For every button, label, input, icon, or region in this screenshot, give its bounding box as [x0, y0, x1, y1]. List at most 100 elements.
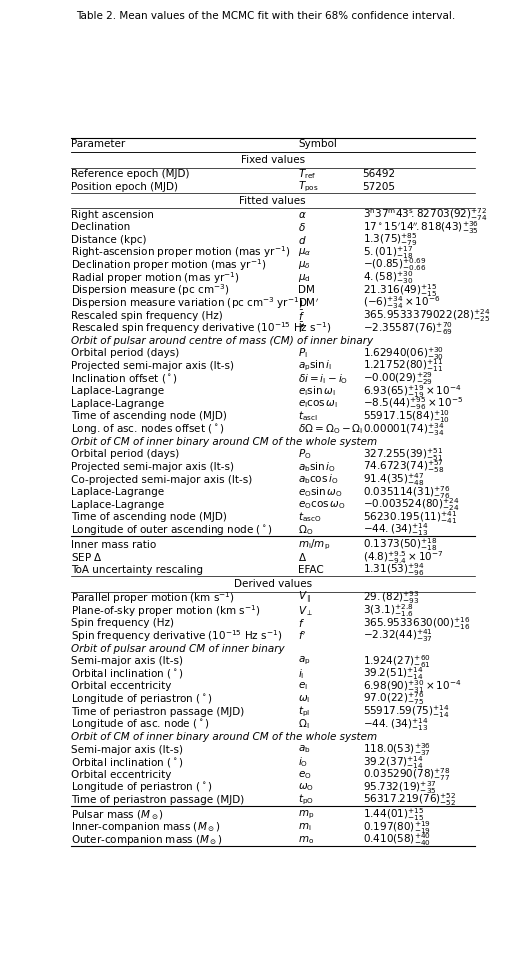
Text: $0.1373(50)^{+18}_{-18}$: $0.1373(50)^{+18}_{-18}$ [362, 537, 437, 553]
Text: $1.21752(80)^{+11}_{-11}$: $1.21752(80)^{+11}_{-11}$ [362, 357, 443, 374]
Text: $5.(01)^{+17}_{-18}$: $5.(01)^{+17}_{-18}$ [362, 244, 413, 261]
Text: Rescaled spin frequency (Hz): Rescaled spin frequency (Hz) [71, 310, 222, 321]
Text: $3^{\rm h}37^{\rm m}43^{\rm s}\!.82703(92)^{+72}_{-74}$: $3^{\rm h}37^{\rm m}43^{\rm s}\!.82703(9… [362, 206, 487, 223]
Text: Dispersion measure (pc cm$^{-3}$): Dispersion measure (pc cm$^{-3}$) [71, 283, 229, 298]
Text: Projected semi-major axis (lt-s): Projected semi-major axis (lt-s) [71, 361, 234, 371]
Text: $\delta i = i_{\rm I} - i_{\rm O}$: $\delta i = i_{\rm I} - i_{\rm O}$ [298, 371, 348, 386]
Text: $0.035114(31)^{+76}_{-76}$: $0.035114(31)^{+76}_{-76}$ [362, 484, 450, 500]
Text: $29.(82)^{+93}_{-93}$: $29.(82)^{+93}_{-93}$ [362, 589, 419, 606]
Text: $\mu_\alpha$: $\mu_\alpha$ [298, 246, 312, 259]
Text: Symbol: Symbol [298, 139, 337, 149]
Text: Orbit of CM of inner binary around CM of the whole system: Orbit of CM of inner binary around CM of… [71, 732, 377, 742]
Text: DM: DM [298, 286, 315, 295]
Text: $39.2(37)^{+14}_{-14}$: $39.2(37)^{+14}_{-14}$ [362, 753, 423, 771]
Text: Pulsar mass ($M_\odot$): Pulsar mass ($M_\odot$) [71, 808, 163, 821]
Text: Right-ascension proper motion (mas yr$^{-1}$): Right-ascension proper motion (mas yr$^{… [71, 244, 290, 261]
Text: $\mu_{\rm d}$: $\mu_{\rm d}$ [298, 271, 311, 284]
Text: $e_{\rm O}\cos\omega_{\rm O}$: $e_{\rm O}\cos\omega_{\rm O}$ [298, 499, 346, 511]
Text: Outer-companion mass ($M_\odot$): Outer-companion mass ($M_\odot$) [71, 833, 222, 847]
Text: $118.0(53)^{+36}_{-37}$: $118.0(53)^{+36}_{-37}$ [362, 741, 430, 758]
Text: Long. of asc. nodes offset ($^\circ$): Long. of asc. nodes offset ($^\circ$) [71, 422, 224, 436]
Text: $P_{\rm O}$: $P_{\rm O}$ [298, 448, 312, 461]
Text: $m_{\rm p}$: $m_{\rm p}$ [298, 809, 314, 821]
Text: $56230.195(11)^{+41}_{-41}$: $56230.195(11)^{+41}_{-41}$ [362, 509, 457, 526]
Text: Orbit of CM of inner binary around CM of the whole system: Orbit of CM of inner binary around CM of… [71, 436, 377, 447]
Text: $t_{\rm ascI}$: $t_{\rm ascI}$ [298, 410, 318, 423]
Text: $d$: $d$ [298, 234, 307, 245]
Text: Time of periastron passage (MJD): Time of periastron passage (MJD) [71, 795, 244, 805]
Text: $a_{\rm b}\sin i_{\rm O}$: $a_{\rm b}\sin i_{\rm O}$ [298, 460, 336, 474]
Text: Plane-of-sky proper motion (km s$^{-1}$): Plane-of-sky proper motion (km s$^{-1}$) [71, 603, 260, 619]
Text: $1.44(01)^{+15}_{-15}$: $1.44(01)^{+15}_{-15}$ [362, 806, 423, 823]
Text: $f$: $f$ [298, 617, 305, 629]
Text: $\mu_\delta$: $\mu_\delta$ [298, 259, 311, 271]
Text: $\Omega_{\rm I}$: $\Omega_{\rm I}$ [298, 717, 310, 732]
Text: Co-projected semi-major axis (lt-s): Co-projected semi-major axis (lt-s) [71, 475, 252, 484]
Text: $-2.32(44)^{+41}_{-37}$: $-2.32(44)^{+41}_{-37}$ [362, 627, 433, 645]
Text: Orbital eccentricity: Orbital eccentricity [71, 682, 171, 691]
Text: $T_{\rm pos}$: $T_{\rm pos}$ [298, 180, 319, 194]
Text: $t_{\rm pI}$: $t_{\rm pI}$ [298, 705, 310, 719]
Text: $t_{\rm pO}$: $t_{\rm pO}$ [298, 793, 314, 807]
Text: $55917.59(75)^{+14}_{-14}$: $55917.59(75)^{+14}_{-14}$ [362, 703, 449, 720]
Text: Declination proper motion (mas yr$^{-1}$): Declination proper motion (mas yr$^{-1}$… [71, 257, 266, 273]
Text: $6.98(90)^{+30}_{-31}\times10^{-4}$: $6.98(90)^{+30}_{-31}\times10^{-4}$ [362, 678, 461, 695]
Text: $i_{\rm I}$: $i_{\rm I}$ [298, 667, 304, 681]
Text: Orbit of pulsar around CM of inner binary: Orbit of pulsar around CM of inner binar… [71, 644, 284, 653]
Text: $55917.15(84)^{+10}_{-10}$: $55917.15(84)^{+10}_{-10}$ [362, 408, 450, 425]
Text: Orbital inclination ($^\circ$): Orbital inclination ($^\circ$) [71, 755, 183, 769]
Text: $1.924(27)^{+60}_{-61}$: $1.924(27)^{+60}_{-61}$ [362, 653, 430, 669]
Text: $e_{\rm I}\sin\omega_{\rm I}$: $e_{\rm I}\sin\omega_{\rm I}$ [298, 384, 336, 398]
Text: Orbital period (days): Orbital period (days) [71, 349, 179, 358]
Text: Orbit of pulsar around centre of mass (CM) of inner binary: Orbit of pulsar around centre of mass (C… [71, 336, 373, 346]
Text: Radial proper motion (mas yr$^{-1}$): Radial proper motion (mas yr$^{-1}$) [71, 269, 239, 286]
Text: Parameter: Parameter [71, 139, 125, 149]
Text: $-44.(34)^{+14}_{-13}$: $-44.(34)^{+14}_{-13}$ [362, 716, 428, 732]
Text: Inner-companion mass ($M_\odot$): Inner-companion mass ($M_\odot$) [71, 820, 220, 835]
Text: $39.2(51)^{+14}_{-14}$: $39.2(51)^{+14}_{-14}$ [362, 666, 423, 682]
Text: $0.410(58)^{+40}_{-40}$: $0.410(58)^{+40}_{-40}$ [362, 832, 430, 848]
Text: $a_{\rm b}$: $a_{\rm b}$ [298, 744, 311, 755]
Text: $1.31(53)^{+94}_{-96}$: $1.31(53)^{+94}_{-96}$ [362, 562, 424, 579]
Text: Orbital eccentricity: Orbital eccentricity [71, 770, 171, 780]
Text: EFAC: EFAC [298, 565, 324, 575]
Text: $f'$: $f'$ [298, 629, 306, 642]
Text: Spin frequency (Hz): Spin frequency (Hz) [71, 618, 173, 628]
Text: $\delta\Omega = \Omega_{\rm O} - \Omega_{\rm I}$: $\delta\Omega = \Omega_{\rm O} - \Omega_… [298, 422, 363, 436]
Text: $-2.35587(76)^{+70}_{-69}$: $-2.35587(76)^{+70}_{-69}$ [362, 320, 452, 336]
Text: Orbital period (days): Orbital period (days) [71, 450, 179, 459]
Text: $3(3.1)^{+2.8}_{-1.6}$: $3(3.1)^{+2.8}_{-1.6}$ [362, 603, 413, 619]
Text: $m_{\rm i}$: $m_{\rm i}$ [298, 821, 312, 834]
Text: $P_{\rm I}$: $P_{\rm I}$ [298, 347, 308, 360]
Text: $-0.00(29)^{+29}_{-29}$: $-0.00(29)^{+29}_{-29}$ [362, 371, 433, 387]
Text: $a_{\rm b}\cos i_{\rm O}$: $a_{\rm b}\cos i_{\rm O}$ [298, 473, 339, 486]
Text: Parallel proper motion (km s$^{-1}$): Parallel proper motion (km s$^{-1}$) [71, 590, 235, 606]
Text: $i_{\rm O}$: $i_{\rm O}$ [298, 755, 309, 769]
Text: Declination: Declination [71, 223, 130, 232]
Text: DM$'$: DM$'$ [298, 297, 319, 309]
Text: Longitude of outer ascending node ($^\circ$): Longitude of outer ascending node ($^\ci… [71, 523, 272, 537]
Text: $(-6)^{+34}_{-34}\times10^{-6}$: $(-6)^{+34}_{-34}\times10^{-6}$ [362, 294, 440, 311]
Text: Semi-major axis (lt-s): Semi-major axis (lt-s) [71, 656, 182, 667]
Text: Longitude of periastron ($^\circ$): Longitude of periastron ($^\circ$) [71, 780, 212, 795]
Text: Semi-major axis (lt-s): Semi-major axis (lt-s) [71, 745, 182, 754]
Text: Laplace-Lagrange: Laplace-Lagrange [71, 386, 164, 396]
Text: $V_\parallel$: $V_\parallel$ [298, 590, 311, 606]
Text: Longitude of periastron ($^\circ$): Longitude of periastron ($^\circ$) [71, 692, 212, 706]
Text: $-(0.85)^{+0.69}_{-0.66}$: $-(0.85)^{+0.69}_{-0.66}$ [362, 257, 426, 273]
Text: 56492: 56492 [362, 169, 396, 179]
Text: $365.9533630(00)^{+16}_{-16}$: $365.9533630(00)^{+16}_{-16}$ [362, 615, 470, 631]
Text: $-44.(34)^{+14}_{-13}$: $-44.(34)^{+14}_{-13}$ [362, 521, 428, 539]
Text: $\bar{f}'$: $\bar{f}'$ [298, 321, 306, 335]
Text: Orbital inclination ($^\circ$): Orbital inclination ($^\circ$) [71, 668, 183, 680]
Text: $17^\circ15'14''\!.818(43)^{+36}_{-35}$: $17^\circ15'14''\!.818(43)^{+36}_{-35}$ [362, 219, 478, 236]
Text: Fitted values: Fitted values [239, 196, 306, 205]
Text: Table 2. Mean values of the MCMC fit with their 68% confidence interval.: Table 2. Mean values of the MCMC fit wit… [77, 11, 455, 21]
Text: $T_{\rm ref}$: $T_{\rm ref}$ [298, 167, 317, 180]
Text: $1.3(75)^{+85}_{-79}$: $1.3(75)^{+85}_{-79}$ [362, 231, 417, 248]
Text: $\omega_{\rm I}$: $\omega_{\rm I}$ [298, 693, 310, 705]
Text: ToA uncertainty rescaling: ToA uncertainty rescaling [71, 565, 203, 575]
Text: $-8.5(44)^{+95}_{-96}\times10^{-5}$: $-8.5(44)^{+95}_{-96}\times10^{-5}$ [362, 395, 463, 413]
Text: $m_{\rm i}/m_{\rm p}$: $m_{\rm i}/m_{\rm p}$ [298, 538, 330, 552]
Text: Distance (kpc): Distance (kpc) [71, 235, 146, 244]
